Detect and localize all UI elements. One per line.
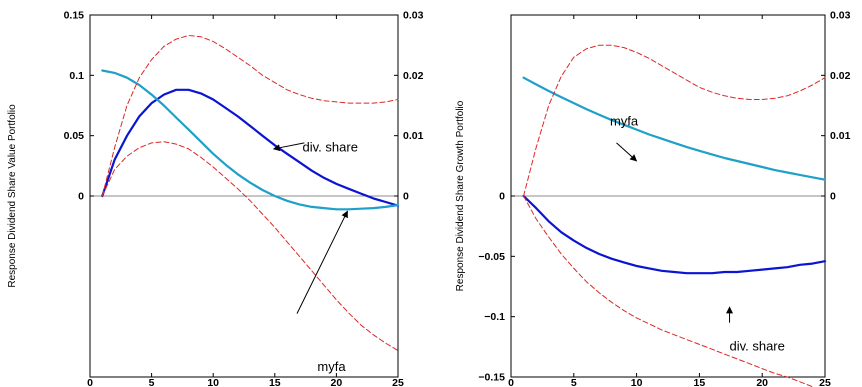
left-chart-panel: 0 5 10 15 20 25 0.15 0.1 0.05 0 0.03 0.02 0.01 0 Respo… (7, 10, 424, 387)
x-tick-label: 15 (269, 377, 281, 387)
y-tick-label-left: 0 (78, 191, 84, 203)
annotation-arrow (272, 142, 305, 152)
y-tick-label-left: 0 (499, 191, 505, 203)
y-tick-label-right: 0.01 (403, 130, 424, 142)
y-tick-label-left: −0.15 (478, 372, 505, 384)
y-tick-label-left: −0.1 (484, 311, 505, 323)
series-div-share-line (101, 88, 400, 207)
y-tick-label-right: 0.01 (830, 130, 851, 142)
x-tick-label: 25 (819, 377, 831, 387)
y-tick-label-right: 0 (830, 191, 836, 203)
x-tick-label: 5 (149, 377, 155, 387)
x-tick-label: 10 (207, 377, 219, 387)
confidence-band-line-2 (523, 44, 826, 197)
y-tick-label-left: 0.15 (64, 10, 85, 22)
y-tick-label-left: 0.05 (64, 130, 85, 142)
x-tick-label: 20 (756, 377, 768, 387)
y-tick-label-right: 0 (403, 191, 409, 203)
confidence-band-line-2 (101, 35, 399, 197)
x-tick-label: 5 (571, 377, 577, 387)
x-tick-label: 0 (87, 377, 93, 387)
y-tick-label-right: 0.02 (830, 70, 851, 82)
annotation-label: div. share (303, 139, 358, 154)
annotation-arrow (616, 142, 638, 162)
x-tick-label: 15 (694, 377, 706, 387)
annotation-arrow (296, 210, 348, 314)
x-tick-label: 20 (331, 377, 343, 387)
y-axis-label: Response Dividend Share Growth Portfolio (455, 100, 466, 291)
series-div-share-line (522, 194, 827, 275)
y-tick-label-left: −0.05 (478, 251, 505, 263)
confidence-band-line-3 (101, 141, 399, 351)
y-tick-label-right: 0.02 (403, 70, 424, 82)
annotation-label: myfa (610, 113, 639, 128)
x-tick-label: 10 (631, 377, 643, 387)
series-myfa-line (522, 76, 827, 181)
y-tick-label-right: 0.03 (403, 10, 424, 22)
annotation-label: myfa (317, 359, 346, 374)
series-myfa-line (101, 69, 400, 211)
y-tick-label-left: 0.1 (69, 70, 84, 82)
confidence-band-line-3 (523, 195, 815, 387)
annotation-label: div. share (729, 338, 784, 353)
y-axis-label: Response Dividend Share Value Portfolio (7, 104, 18, 288)
y-tick-label-right: 0.03 (830, 10, 851, 22)
right-chart-panel: 0 5 10 15 20 25 0 −0.05 −0.1 −0.15 0.03 0.02 0.01 0 Re… (455, 10, 851, 387)
x-tick-label: 25 (392, 377, 404, 387)
x-tick-label: 0 (508, 377, 514, 387)
